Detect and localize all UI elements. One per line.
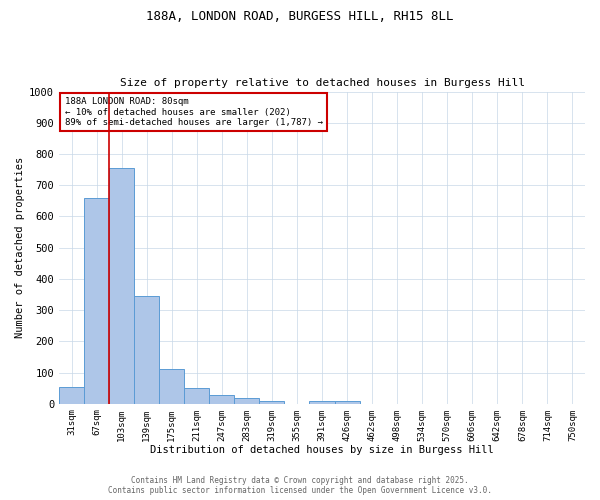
Text: 188A, LONDON ROAD, BURGESS HILL, RH15 8LL: 188A, LONDON ROAD, BURGESS HILL, RH15 8L… xyxy=(146,10,454,23)
Text: 188A LONDON ROAD: 80sqm
← 10% of detached houses are smaller (202)
89% of semi-d: 188A LONDON ROAD: 80sqm ← 10% of detache… xyxy=(65,97,323,127)
Bar xyxy=(310,401,335,404)
Bar xyxy=(209,395,235,404)
Bar xyxy=(109,168,134,404)
Bar xyxy=(84,198,109,404)
Bar xyxy=(184,388,209,404)
Bar xyxy=(335,401,359,404)
Bar xyxy=(159,370,184,404)
Y-axis label: Number of detached properties: Number of detached properties xyxy=(15,157,25,338)
Text: Contains HM Land Registry data © Crown copyright and database right 2025.
Contai: Contains HM Land Registry data © Crown c… xyxy=(108,476,492,495)
Bar xyxy=(235,398,259,404)
X-axis label: Distribution of detached houses by size in Burgess Hill: Distribution of detached houses by size … xyxy=(150,445,494,455)
Bar xyxy=(134,296,159,404)
Bar xyxy=(259,400,284,404)
Title: Size of property relative to detached houses in Burgess Hill: Size of property relative to detached ho… xyxy=(119,78,524,88)
Bar xyxy=(59,386,84,404)
